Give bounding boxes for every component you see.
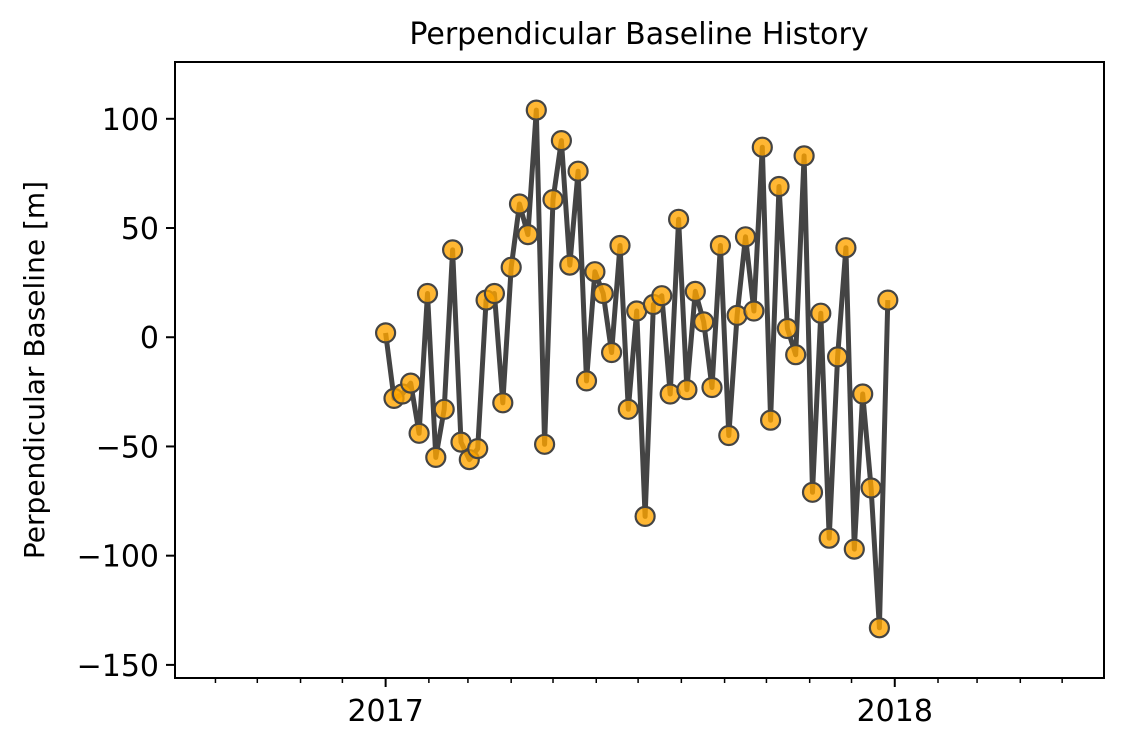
data-point	[768, 175, 790, 198]
data-point	[575, 370, 598, 392]
data-point	[483, 282, 505, 305]
data-point	[801, 481, 824, 503]
plot-frame	[174, 61, 1105, 679]
data-point	[676, 379, 698, 401]
data-point	[433, 398, 455, 420]
data-point	[500, 256, 522, 278]
data-point	[416, 282, 439, 305]
data-point	[533, 433, 556, 455]
data-point	[751, 136, 773, 158]
data-point	[877, 289, 899, 311]
data-point	[743, 300, 765, 322]
data-point	[550, 130, 573, 152]
data-point	[826, 346, 849, 368]
data-point	[467, 438, 489, 460]
y-axis-label: Perpendicular Baseline [m]	[18, 181, 51, 559]
data-point	[559, 254, 581, 276]
y-axis-ticks: 100 50 0 −50 −100 −150	[77, 103, 175, 684]
data-point	[634, 505, 656, 528]
data-point	[701, 376, 723, 399]
series-layer	[375, 99, 899, 639]
x-tick-label: 2017	[347, 694, 423, 729]
data-point	[584, 261, 606, 283]
y-tick-label: −100	[77, 540, 159, 575]
data-point	[785, 344, 807, 366]
data-point	[693, 311, 715, 333]
y-tick-label: 0	[140, 321, 159, 356]
data-point	[517, 224, 539, 246]
data-point	[542, 189, 564, 211]
data-point	[684, 280, 706, 302]
y-tick-label: 50	[121, 212, 159, 247]
data-point	[651, 285, 673, 307]
data-point	[525, 99, 547, 121]
data-point	[776, 317, 799, 340]
data-point	[818, 527, 840, 549]
data-point	[400, 372, 422, 394]
data-point	[843, 538, 865, 560]
data-point	[508, 193, 531, 215]
data-point	[835, 237, 857, 259]
x-tick-label: 2018	[857, 694, 933, 729]
data-point	[810, 302, 832, 324]
plot-area: 100 50 0 −50 −100 −150 2017 2018	[77, 61, 1105, 729]
data-point	[408, 422, 430, 444]
data-point	[793, 145, 815, 167]
chart-title: Perpendicular Baseline History	[409, 17, 868, 52]
data-point	[492, 392, 514, 414]
data-point	[868, 617, 891, 639]
data-point	[592, 282, 614, 305]
data-point	[442, 239, 464, 261]
data-point	[709, 234, 732, 257]
data-point	[567, 160, 589, 182]
data-point	[425, 446, 447, 468]
data-point	[759, 409, 782, 431]
data-point	[609, 234, 631, 257]
y-tick-label: −150	[77, 649, 159, 684]
y-tick-label: 100	[102, 103, 159, 138]
data-point	[734, 226, 757, 248]
x-axis-ticks: 2017 2018	[214, 678, 1063, 729]
data-point	[860, 477, 882, 499]
data-point	[667, 208, 690, 230]
data-point	[617, 398, 639, 420]
data-point	[718, 424, 740, 447]
y-tick-label: −50	[96, 430, 159, 465]
data-point	[375, 322, 397, 344]
data-point	[600, 341, 623, 364]
data-point	[852, 383, 874, 405]
series-line	[383, 107, 891, 631]
